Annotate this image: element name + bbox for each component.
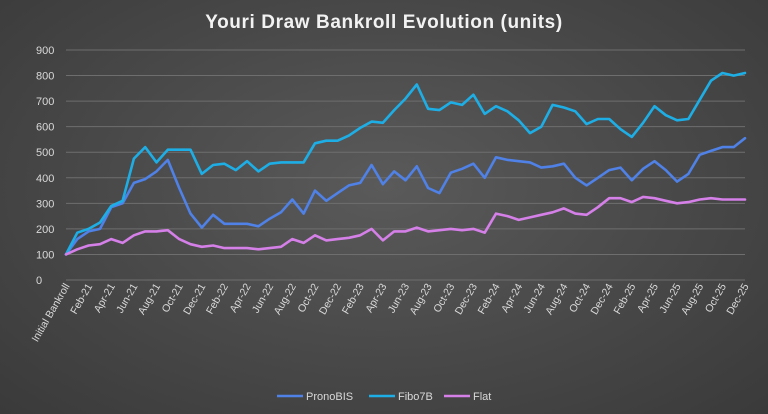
chart-title: Youri Draw Bankroll Evolution (units): [205, 12, 563, 33]
y-tick-label: 900: [36, 45, 54, 57]
y-tick-label: 300: [36, 198, 54, 210]
x-tick-label: Feb-23: [340, 281, 367, 316]
y-tick-label: 500: [36, 147, 54, 159]
y-tick-label: 800: [36, 71, 54, 83]
x-tick-label: Feb-21: [68, 281, 95, 316]
x-tick-label: Aug-21: [136, 281, 163, 316]
y-tick-label: 0: [36, 275, 42, 287]
y-tick-label: 700: [36, 96, 54, 108]
y-axis-ticks: 0 100 200 300 400 500 600 700 800 900: [36, 45, 54, 287]
x-tick-label: Feb-24: [476, 281, 503, 316]
y-tick-label: 100: [36, 249, 54, 261]
legend: PronoBIS Fibo7B Flat: [277, 391, 491, 403]
x-tick-label: Feb-22: [204, 281, 231, 316]
y-tick-label: 400: [36, 173, 54, 185]
legend-label-flat: Flat: [473, 391, 491, 403]
x-tick-label: Feb-25: [611, 281, 638, 316]
x-tick-label: Dec-25: [724, 281, 751, 316]
x-tick-label: Aug-24: [543, 281, 570, 316]
x-tick-label: Aug-23: [407, 281, 434, 316]
series-line-pronobis: [64, 136, 747, 256]
legend-label-fibo7b: Fibo7B: [398, 391, 433, 403]
x-tick-label: Aug-22: [272, 281, 299, 316]
x-axis-ticks: Initial BankrollFeb-21Apr-21Jun-21Aug-21…: [30, 281, 752, 344]
gridlines: [66, 49, 745, 281]
series-line-flat: [64, 195, 747, 256]
y-tick-label: 600: [36, 122, 54, 134]
x-tick-label: Initial Bankroll: [30, 282, 73, 345]
x-tick-label: Aug-25: [679, 281, 706, 316]
legend-label-pronobis: PronoBIS: [306, 391, 353, 403]
series-lines: [64, 71, 747, 256]
y-tick-label: 200: [36, 224, 54, 236]
series-line-fibo7b: [64, 71, 747, 256]
